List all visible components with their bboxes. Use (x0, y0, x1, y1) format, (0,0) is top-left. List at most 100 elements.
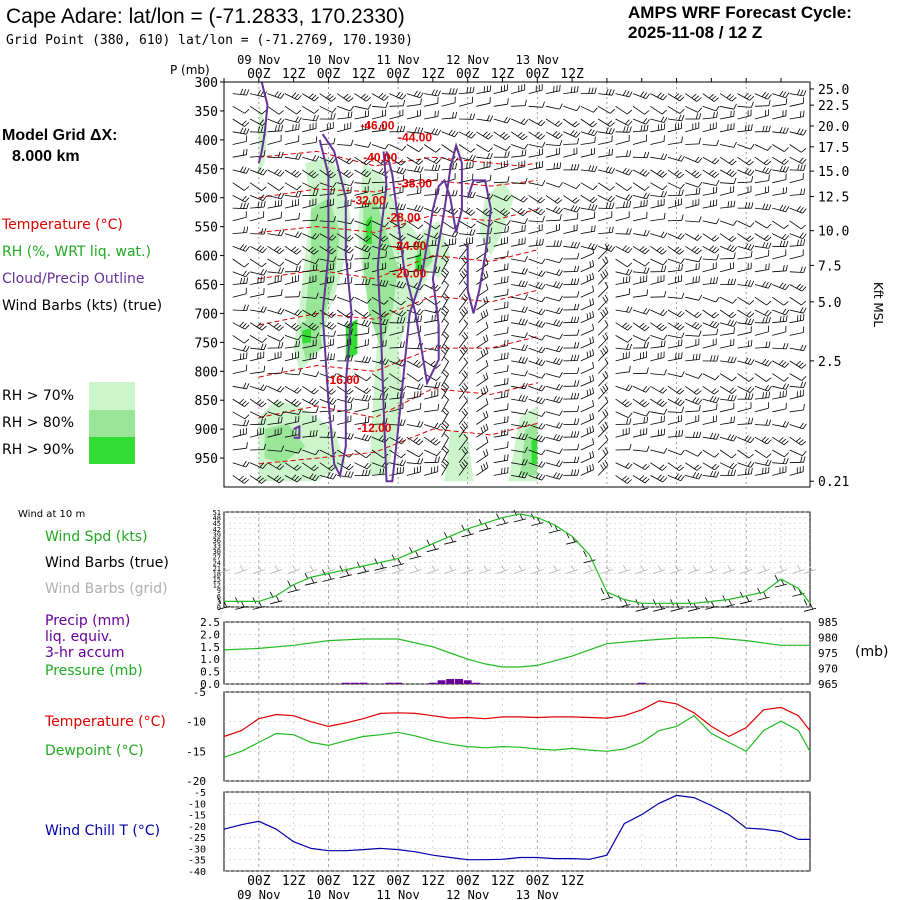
wind-barb-flag (366, 389, 372, 394)
wind-barb-flag (442, 308, 448, 314)
wind-barb (702, 117, 717, 120)
wind-barb-flag (674, 170, 680, 175)
time-hour-label-top: 12Z (421, 67, 445, 82)
wind-barb (667, 449, 682, 456)
wind-barb (354, 462, 368, 470)
wind-barb-flag (262, 463, 268, 469)
wind-barb-flag (258, 401, 264, 406)
wind-barb-flag (295, 116, 299, 122)
wind-barb (406, 156, 419, 165)
wind-barb (511, 271, 526, 275)
wind-barb-flag (698, 431, 702, 438)
wind-barb (772, 93, 786, 99)
wind-barb-flag (746, 159, 752, 164)
wind-barb-flag (420, 264, 423, 271)
wind-barb (632, 309, 647, 315)
wind-barb-flag (680, 258, 685, 264)
wind-barb-flag (325, 93, 332, 99)
wind-barb (336, 373, 350, 381)
wind-barb (249, 245, 263, 254)
time-hour-label-top: 00Z (526, 67, 550, 82)
wind-barb-flag (535, 281, 540, 288)
wind-barb-flag (312, 430, 315, 437)
wind-barb (249, 140, 264, 145)
wind-barb-flag (311, 94, 317, 100)
wind-barb-flag (431, 239, 434, 246)
wind-barb (580, 354, 594, 362)
wind-barb-flag (602, 334, 607, 341)
wind-barb-flag (728, 235, 734, 241)
wind-barb-flag (659, 400, 665, 406)
wind-barb-flag (645, 387, 650, 393)
wind-barb-flag (344, 355, 347, 362)
pressure-tick-label: 985 (818, 616, 838, 629)
wind-barb-flag (802, 423, 807, 430)
wind-barb-flag (624, 401, 630, 406)
wind-barb-flag (797, 89, 801, 96)
wind-barb-flag (750, 462, 755, 468)
wind-barb-flag (461, 461, 466, 468)
wind-barb (545, 436, 560, 442)
wind-barb-flag (277, 417, 280, 424)
wind-chill-line (223, 794, 810, 861)
wind-barb-flag (782, 383, 787, 389)
wind-barb (267, 433, 282, 438)
wind-barb-flag (281, 445, 284, 452)
wind-barb (737, 423, 752, 425)
wind-barb-flag (308, 246, 314, 252)
wind-barb-flag (524, 421, 528, 428)
wind-barb-flag (504, 391, 506, 398)
precip-bar (437, 680, 446, 684)
wind-barb (615, 462, 629, 469)
wind-barb (772, 320, 787, 324)
wind-barb-flag (783, 301, 789, 306)
kft-tick-label: 17.5 (818, 141, 849, 156)
wind-barb (458, 425, 468, 438)
wind-barb-flag (716, 328, 719, 335)
wind-barb-flag (420, 384, 424, 390)
temperature-contour-label: -38.00 (398, 176, 432, 190)
wind-barb-flag (573, 86, 576, 93)
wind-barb-flag (259, 324, 265, 329)
wind-barb (267, 449, 282, 452)
wind-barb-flag (417, 457, 421, 464)
wind-barb (598, 169, 612, 174)
wind-barb (319, 322, 333, 330)
wind-barb-flag (402, 341, 405, 348)
wind-barb (702, 409, 717, 413)
wind-barb (545, 284, 560, 289)
wind-barb-flag (278, 151, 281, 158)
wind-barb-flag (762, 203, 766, 210)
wind-barb (685, 105, 699, 113)
wind-barb (458, 464, 468, 476)
wind-barb (597, 452, 609, 463)
wind-barb (354, 206, 369, 209)
wind-barb-flag (396, 91, 401, 98)
wind-barb-flag (330, 113, 333, 120)
wind-barb (650, 309, 664, 317)
wind-barb-flag (280, 230, 285, 237)
wind-barb-flag (640, 200, 642, 207)
wind-barb-flag (485, 449, 489, 456)
wind-barb-flag (627, 262, 633, 268)
wind-barb-flag (485, 309, 489, 316)
wind-barb (319, 143, 334, 145)
wind-barb (597, 118, 611, 127)
wind-barb-flag (524, 383, 528, 389)
wind-barb (685, 475, 699, 480)
wind-barb-flag (454, 157, 459, 163)
wind-barb-flag (501, 429, 503, 436)
wind-barb-flag (280, 308, 285, 315)
wind-barb-flag (751, 467, 753, 474)
wind-barb (441, 399, 449, 413)
wind-barb-flag (385, 339, 387, 346)
wind-barb-flag (417, 315, 420, 322)
wind-barb-flag (329, 234, 334, 240)
wind-barb (528, 347, 542, 354)
wind-barb-flag (643, 342, 646, 348)
wind-barb (337, 220, 351, 225)
wind-barb (476, 454, 489, 464)
wind-barb-flag (518, 394, 522, 401)
wind-barb (389, 309, 402, 317)
wind-barb (702, 385, 715, 395)
